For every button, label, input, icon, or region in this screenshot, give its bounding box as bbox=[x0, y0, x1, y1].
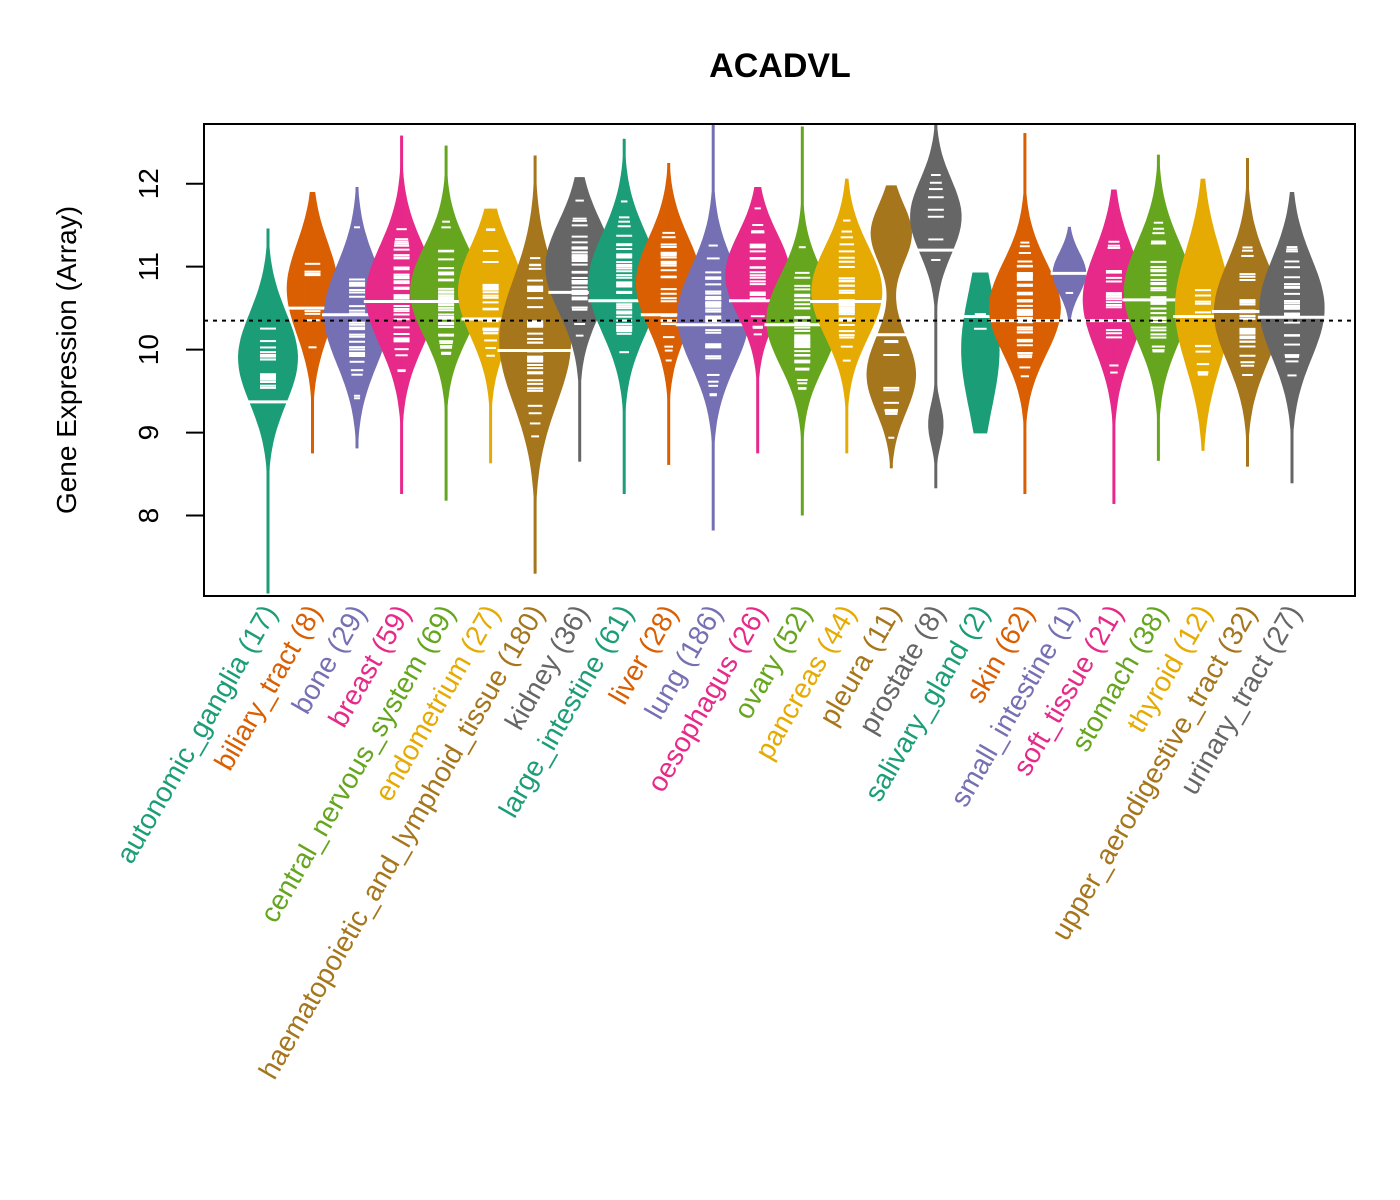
violin-bone bbox=[321, 187, 393, 449]
y-axis-label: Gene Expression (Array) bbox=[51, 206, 82, 514]
violin-lung bbox=[675, 123, 751, 531]
violin-urinary-tract bbox=[1257, 192, 1327, 484]
y-tick-label: 10 bbox=[133, 334, 164, 365]
violins-group bbox=[238, 123, 1327, 594]
violin-pancreas bbox=[810, 178, 884, 454]
violin-central-nervous-system bbox=[408, 145, 484, 501]
violin-skin bbox=[988, 133, 1062, 494]
violin-ovary bbox=[764, 126, 841, 516]
x-axis-labels: autonomic_ganglia (17)biliary_tract (8)b… bbox=[110, 600, 1307, 1085]
violin-upper-aerodigestive-tract bbox=[1211, 158, 1284, 467]
y-tick-label: 9 bbox=[133, 425, 164, 441]
y-axis: 8 9 10 11 12 bbox=[133, 168, 204, 523]
violin-liver bbox=[635, 162, 702, 465]
y-tick-label: 12 bbox=[133, 168, 164, 199]
violin-thyroid bbox=[1173, 178, 1233, 451]
violin-soft-tissue bbox=[1082, 189, 1146, 504]
chart-title: ACADVL bbox=[709, 47, 851, 85]
violin-small-intestine bbox=[1050, 226, 1089, 322]
violin-stomach bbox=[1122, 154, 1195, 461]
violin-pleura bbox=[866, 185, 917, 469]
plot-frame bbox=[203, 123, 1356, 597]
violin-oesophagus bbox=[725, 187, 791, 454]
y-tick-label: 8 bbox=[133, 508, 164, 524]
y-tick-label: 11 bbox=[133, 252, 164, 281]
violin-large-intestine bbox=[588, 138, 661, 494]
violin-biliary-tract bbox=[286, 192, 339, 454]
violin-prostate bbox=[910, 123, 962, 489]
